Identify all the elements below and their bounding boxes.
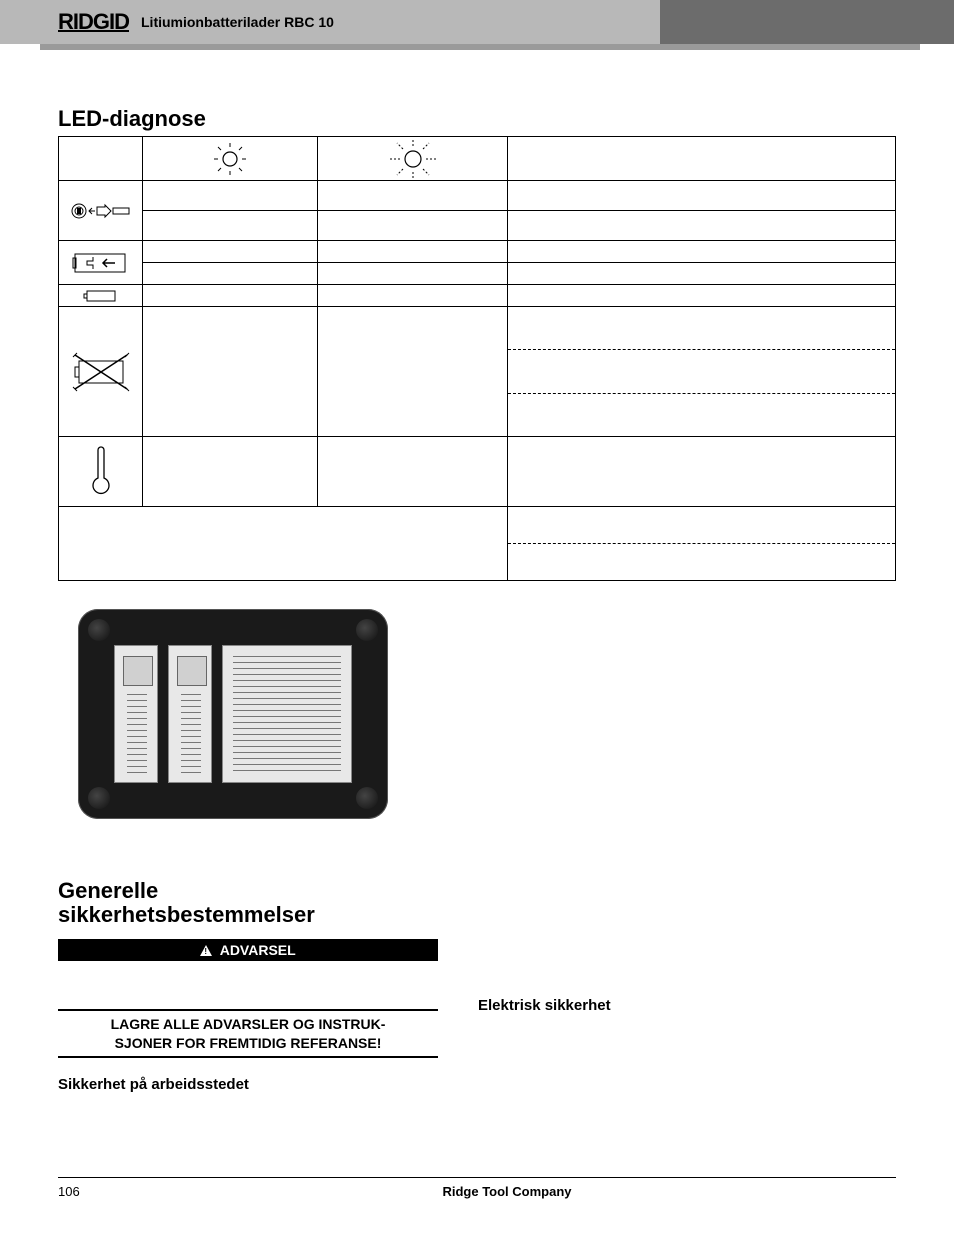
table-hdr-blank: [59, 137, 143, 181]
cell: [143, 241, 318, 263]
table-hdr-bright-icon: [318, 137, 508, 181]
header-title: Litiumionbatterilader RBC 10: [141, 14, 334, 30]
cell: [318, 285, 508, 307]
page-number: 106: [58, 1184, 118, 1199]
cell: [143, 437, 318, 507]
ridgid-logo: RIDGID: [58, 9, 129, 35]
cell: [508, 241, 896, 263]
header-left: RIDGID Litiumionbatterilader RBC 10: [0, 0, 660, 44]
cell: [318, 263, 508, 285]
warning-bar: ADVARSEL: [58, 939, 438, 961]
cell: [318, 241, 508, 263]
header-right: [660, 0, 954, 44]
table-hdr-desc: [508, 137, 896, 181]
cell: [318, 307, 508, 437]
cell: [508, 181, 896, 211]
row1-icon: [59, 181, 143, 241]
row6-desc: [508, 507, 896, 581]
instruction-l1: LAGRE ALLE ADVARSLER OG INSTRUK-: [111, 1016, 386, 1032]
cell: [143, 181, 318, 211]
row6-span: [59, 507, 508, 581]
instruction-l2: SJONER FOR FREMTIDIG REFERANSE!: [115, 1035, 382, 1051]
workplace-safety-heading: Sikkerhet på arbeidsstedet: [58, 1076, 438, 1093]
battery-photo-section: [58, 609, 896, 819]
cell: [508, 437, 896, 507]
cell: [143, 263, 318, 285]
page-header: RIDGID Litiumionbatterilader RBC 10: [0, 0, 954, 44]
safety-heading-l2: sikkerhetsbestemmelser: [58, 902, 315, 927]
safety-heading: Generelle sikkerhetsbestemmelser: [58, 879, 438, 927]
row4-desc: [508, 307, 896, 437]
cell: [318, 437, 508, 507]
page-footer: 106 Ridge Tool Company: [58, 1177, 896, 1199]
header-underline: [40, 44, 920, 50]
cell: [508, 263, 896, 285]
row5-icon: [59, 437, 143, 507]
safety-heading-l1: Generelle: [58, 878, 158, 903]
cell: [508, 285, 896, 307]
instruction-box: LAGRE ALLE ADVARSLER OG INSTRUK- SJONER …: [58, 1009, 438, 1057]
led-diagnose-heading: LED-diagnose: [58, 106, 896, 132]
led-diagnose-table: [58, 136, 896, 581]
row4-icon: [59, 307, 143, 437]
cell: [143, 285, 318, 307]
footer-company: Ridge Tool Company: [118, 1184, 896, 1199]
electrical-safety-heading: Elektrisk sikkerhet: [478, 997, 896, 1014]
warning-triangle-icon: [200, 945, 212, 956]
cell: [318, 181, 508, 211]
row3-icon: [59, 285, 143, 307]
table-hdr-dim-icon: [143, 137, 318, 181]
cell: [508, 211, 896, 241]
warning-label: ADVARSEL: [220, 942, 296, 958]
battery-photo: [78, 609, 388, 819]
cell: [143, 307, 318, 437]
cell: [143, 211, 318, 241]
cell: [318, 211, 508, 241]
row2-icon: [59, 241, 143, 285]
